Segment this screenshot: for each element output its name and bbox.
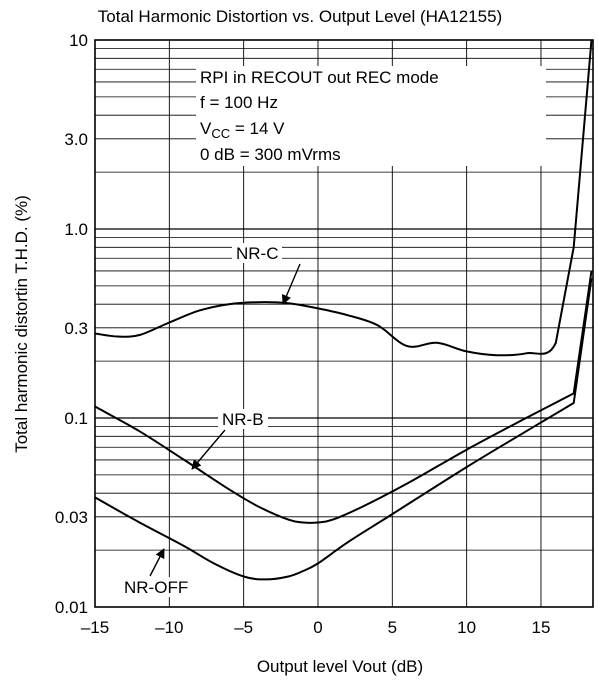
series-line-nr-b — [94, 270, 593, 524]
label-background — [121, 577, 213, 597]
label-background — [218, 409, 268, 429]
series-label-nr-c: NR-C — [236, 244, 279, 263]
x-tick-label: 0 — [313, 618, 322, 637]
series-label-nr-off: NR-OFF — [124, 578, 188, 597]
condition-mode: RPI in RECOUT out REC mode — [200, 68, 439, 87]
series-layer — [94, 39, 593, 597]
y-tick-label: 0.1 — [64, 409, 88, 428]
x-tick-label: –5 — [234, 618, 253, 637]
series-line-nr-off — [94, 277, 593, 581]
series-line-nr-c — [94, 39, 593, 357]
label-background — [196, 66, 546, 166]
y-tick-label: 0.3 — [64, 319, 88, 338]
y-tick-label: 0.01 — [55, 598, 88, 617]
plot-frame — [94, 39, 594, 608]
x-tick-label: 5 — [388, 618, 397, 637]
series-label-nr-b: NR-B — [222, 410, 264, 429]
chart-title: Total Harmonic Distortion vs. Output Lev… — [98, 7, 502, 26]
label-background — [232, 243, 282, 263]
leader-arrow — [281, 263, 301, 305]
x-tick-label: 15 — [532, 618, 551, 637]
y-tick-label: 10 — [69, 31, 88, 50]
y-axis-label: Total harmonic distortin T.H.D. (%) — [12, 195, 31, 453]
condition-reference-level: 0 dB = 300 mVrms — [200, 145, 341, 164]
condition-supply-voltage: VCC = 14 V — [200, 119, 285, 141]
tick-labels: –15 –10 –5 0 5 10 15 10 3.0 1.0 0.3 0.1 0.03 0.01 — [55, 31, 551, 637]
x-axis-label: Output level Vout (dB) — [257, 657, 423, 676]
condition-frequency: f = 100 Hz — [200, 93, 278, 112]
y-tick-label: 1.0 — [64, 220, 88, 239]
x-tick-label: –10 — [155, 618, 183, 637]
label-leaders — [149, 263, 301, 577]
leader-arrow — [191, 429, 226, 470]
y-tick-label: 0.03 — [55, 508, 88, 527]
x-tick-label: –15 — [81, 618, 109, 637]
x-tick-label: 10 — [457, 618, 476, 637]
leader-arrow — [149, 548, 165, 577]
y-tick-label: 3.0 — [64, 130, 88, 149]
